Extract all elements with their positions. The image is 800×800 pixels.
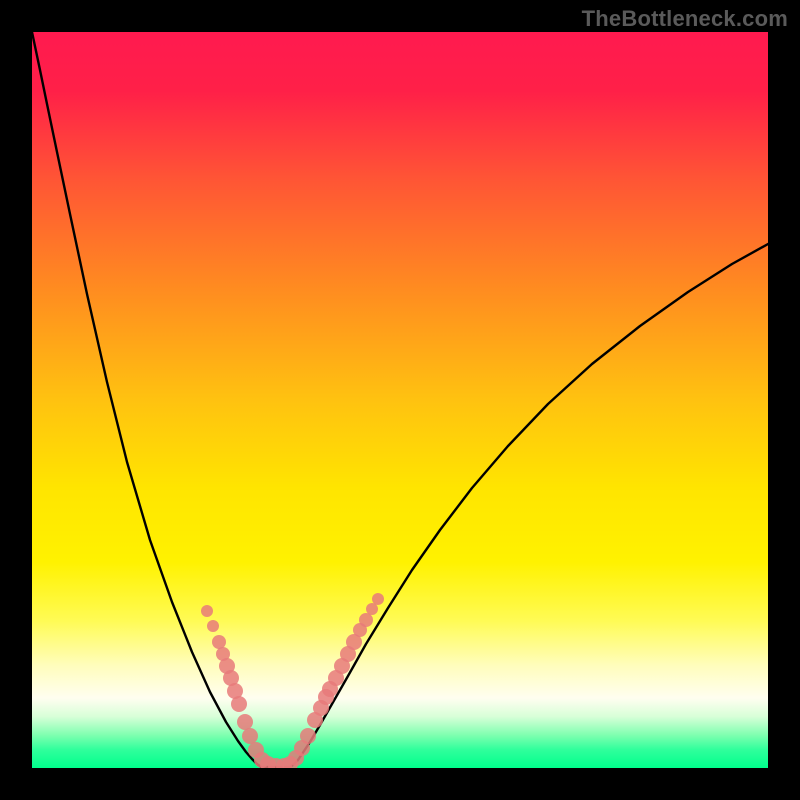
- chart-frame: TheBottleneck.com: [0, 0, 800, 800]
- watermark-label: TheBottleneck.com: [582, 6, 788, 32]
- plot-area: [32, 32, 768, 768]
- scatter-point: [212, 635, 226, 649]
- chart-svg: [32, 32, 768, 768]
- scatter-point: [242, 728, 258, 744]
- scatter-point: [231, 696, 247, 712]
- scatter-point: [366, 603, 378, 615]
- scatter-point: [201, 605, 213, 617]
- scatter-point: [372, 593, 384, 605]
- gradient-background: [32, 32, 768, 768]
- scatter-point: [207, 620, 219, 632]
- scatter-point: [359, 613, 373, 627]
- scatter-point: [300, 728, 316, 744]
- scatter-point: [237, 714, 253, 730]
